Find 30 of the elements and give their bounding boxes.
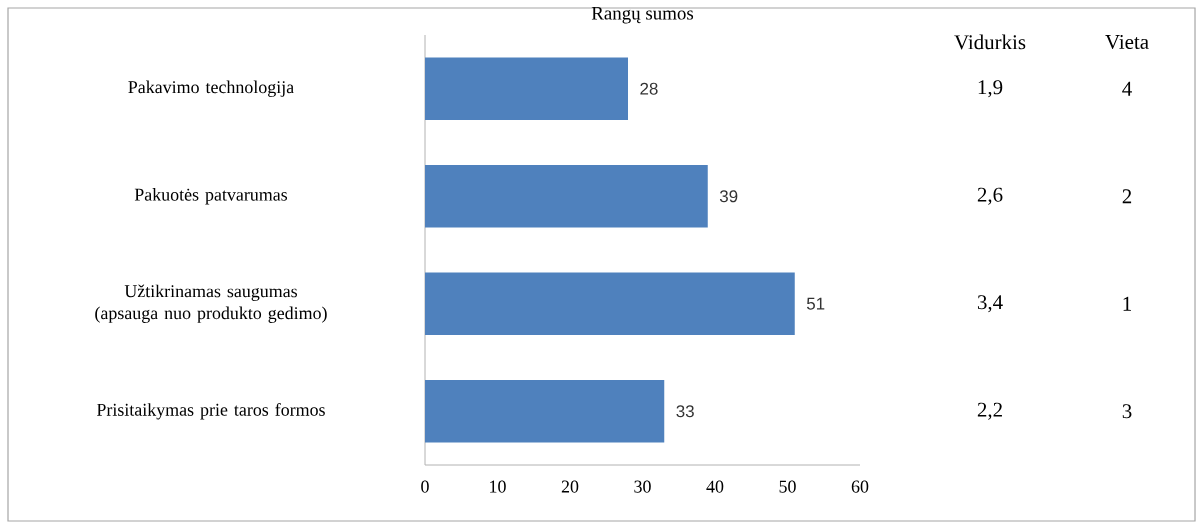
text: Vidurkis [954,34,1026,50]
text: 4 [1122,81,1132,96]
data-label: 51 [806,297,825,310]
text: 2 [1122,189,1132,204]
y-tick-label: Pakavimo technologija [128,80,294,97]
chart-title: Rangų sumos [591,7,694,24]
text: 3 [1122,404,1132,419]
bar [425,165,708,228]
data-label: 33 [676,405,694,418]
text: 3,4 [977,295,1003,313]
y-tick-label: Prisitaikymas prie taros formos [96,403,325,420]
data-label: 39 [719,190,738,203]
y-tick-label: Pakuotės patvarumas [134,188,288,205]
bar [425,380,665,443]
text: 1 [1123,296,1131,311]
text: 2,2 [977,402,1002,420]
x-tick-label: 30 [634,480,651,493]
text: 1,9 [978,80,1003,98]
bar [425,272,795,335]
x-tick-label: 40 [706,480,724,493]
data-label: 28 [640,82,658,95]
text: 2,6 [977,187,1003,205]
x-tick-label: 60 [851,480,869,493]
x-tick-label: 20 [561,480,579,493]
x-tick-label: 50 [779,480,796,493]
bar [425,57,628,120]
text: Vieta [1105,34,1149,50]
y-tick-label: Užtikrinamas saugumas (apsauga nuo produkto gedimo) [95,284,327,323]
x-tick-label: 0 [421,480,429,493]
x-tick-label: 10 [490,480,506,493]
